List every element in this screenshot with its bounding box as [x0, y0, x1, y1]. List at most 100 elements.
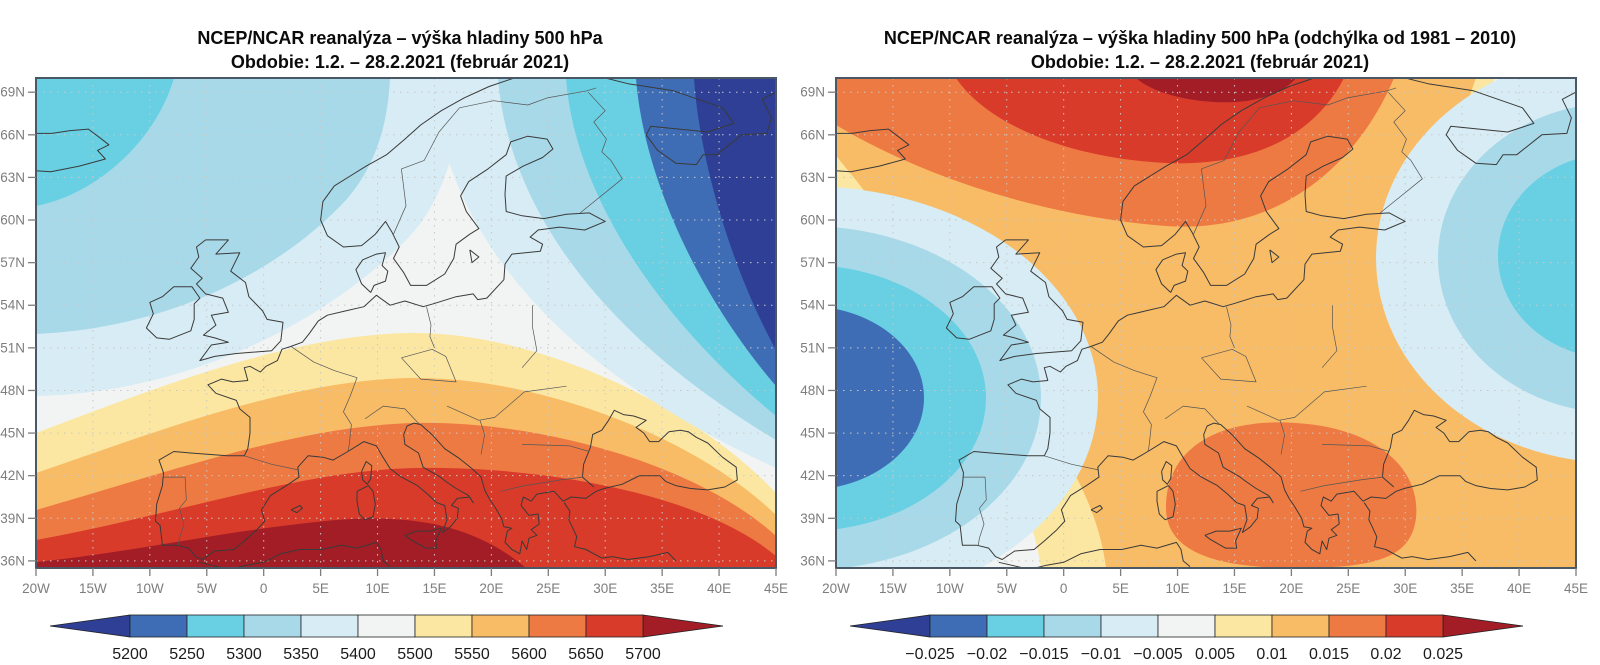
colorbar-segment [1214, 614, 1273, 638]
colorbar-segment [357, 614, 416, 638]
colorbar-label: 0.025 [1423, 646, 1463, 663]
contour-band [836, 309, 924, 487]
border-line [290, 346, 358, 452]
colorbar-anomaly: −0.025 −0.02 −0.015 −0.01 −0.005 0.005 0.01 0.0… [849, 614, 1524, 663]
colorbar: −0.025 −0.02 −0.015 −0.01 −0.005 0.005 0.01 0.0… [849, 614, 1524, 663]
coastline [145, 286, 201, 340]
lat-tick-label: 45N [0, 426, 25, 441]
graticule [836, 78, 1576, 568]
lat-tick-label: 39N [800, 511, 825, 526]
border-line [1164, 405, 1220, 425]
colorbar-segment [1328, 614, 1387, 638]
colorbar-label: 5350 [283, 646, 319, 663]
coastline [356, 485, 376, 521]
lat-tick-label: 66N [800, 127, 825, 142]
coastline [1403, 78, 1576, 166]
country-borders [163, 87, 623, 546]
colorbar-absolute: 5200 5250 5300 5350 5400 5500 5550 5600 5650 5700 [49, 614, 724, 663]
coastline [836, 128, 910, 173]
coastline [1204, 527, 1242, 549]
border-line [1193, 87, 1397, 235]
lat-tick-label: 63N [800, 170, 825, 185]
country-borders [963, 87, 1423, 546]
contour-band [694, 78, 776, 350]
contour-band [1498, 159, 1576, 353]
map-anomaly: 69N 66N 63N 60N 57N 54N 51N 48N 45N 42N 39N 36N 20W 1… [800, 77, 1588, 596]
lon-tick-label: 45E [764, 581, 788, 596]
colorbar-label: 5650 [568, 646, 604, 663]
lat-tick-label: 69N [800, 85, 825, 100]
border-line [1044, 455, 1100, 471]
coastline [1155, 252, 1189, 293]
panel-anomaly: NCEP/NCAR reanalýza – výška hladiny 500 … [800, 0, 1600, 663]
lon-tick-label: 30E [1393, 581, 1417, 596]
border-line [446, 385, 567, 421]
colorbar-segment [1043, 614, 1102, 638]
colorbar-segment [300, 614, 359, 638]
contour-band [36, 518, 526, 568]
lat-tick-label: 36N [800, 553, 825, 568]
colorbar-label: 5300 [226, 646, 262, 663]
lon-axis: 20W 15W 10W 5W 0 5E 10E 15E 20E 25E 30E 35E 40E 45E [22, 568, 788, 596]
colorbar-segment [585, 614, 644, 638]
colorbar-segment [471, 614, 530, 638]
border-line [401, 348, 457, 383]
border-line [1279, 420, 1285, 455]
colorbar-label: 5400 [340, 646, 376, 663]
coastline [155, 306, 738, 560]
map-frame [35, 77, 777, 569]
colorbar-segment [243, 614, 302, 638]
colorbar-segment [1271, 614, 1330, 638]
lon-tick-label: 0 [1060, 581, 1068, 596]
coastline [1090, 505, 1103, 514]
colorbar-label: 5500 [397, 646, 433, 663]
lat-tick-label: 42N [0, 468, 25, 483]
coastline [1120, 78, 1406, 308]
lon-tick-label: 10W [936, 581, 964, 596]
lon-tick-label: 20E [1279, 581, 1303, 596]
coastlines [836, 78, 1576, 568]
border-line [522, 444, 590, 452]
border-line [1246, 385, 1367, 421]
colorbar-label: −0.01 [1081, 646, 1122, 663]
lon-tick-label: 15W [879, 581, 907, 596]
coastlines [36, 78, 776, 568]
border-line [364, 405, 420, 425]
colorbar-segment [929, 614, 988, 638]
lat-tick-label: 36N [0, 553, 25, 568]
title-line2: Obdobie: 1.2. – 28.2.2021 (február 2021) [230, 52, 570, 72]
colorbar-arrow-high [1442, 614, 1524, 638]
coastline [945, 286, 1001, 340]
lat-tick-label: 60N [800, 213, 825, 228]
border-line [426, 306, 435, 349]
coastline [355, 252, 389, 293]
colorbar-label: 5200 [112, 646, 148, 663]
border-line [963, 476, 987, 546]
colorbar-label: 5250 [169, 646, 205, 663]
colorbar-label: −0.005 [1133, 646, 1182, 663]
colorbar-segment [186, 614, 245, 638]
border-line [1090, 346, 1158, 452]
lat-tick-label: 57N [800, 255, 825, 270]
lon-tick-label: 15W [79, 581, 107, 596]
colorbar-segment [1157, 614, 1216, 638]
lon-tick-label: 10W [136, 581, 164, 596]
lon-tick-label: 15E [1222, 581, 1246, 596]
panel-title-absolute: NCEP/NCAR reanalýza – výška hladiny 500 … [197, 26, 602, 76]
coastline [361, 461, 373, 485]
border-line [1322, 444, 1390, 452]
border-line [163, 476, 187, 546]
border-line [579, 91, 623, 214]
lon-tick-label: 5E [312, 581, 329, 596]
coastline [36, 128, 110, 173]
lon-tick-label: 40E [1507, 581, 1531, 596]
border-line [1300, 476, 1383, 492]
coastline [563, 502, 677, 562]
colorbar-segment [1100, 614, 1159, 638]
colorbar-label: −0.02 [967, 646, 1008, 663]
coastline [955, 306, 1538, 560]
lat-tick-label: 42N [800, 468, 825, 483]
contour-band [1136, 78, 1296, 103]
contour-field [36, 78, 776, 568]
